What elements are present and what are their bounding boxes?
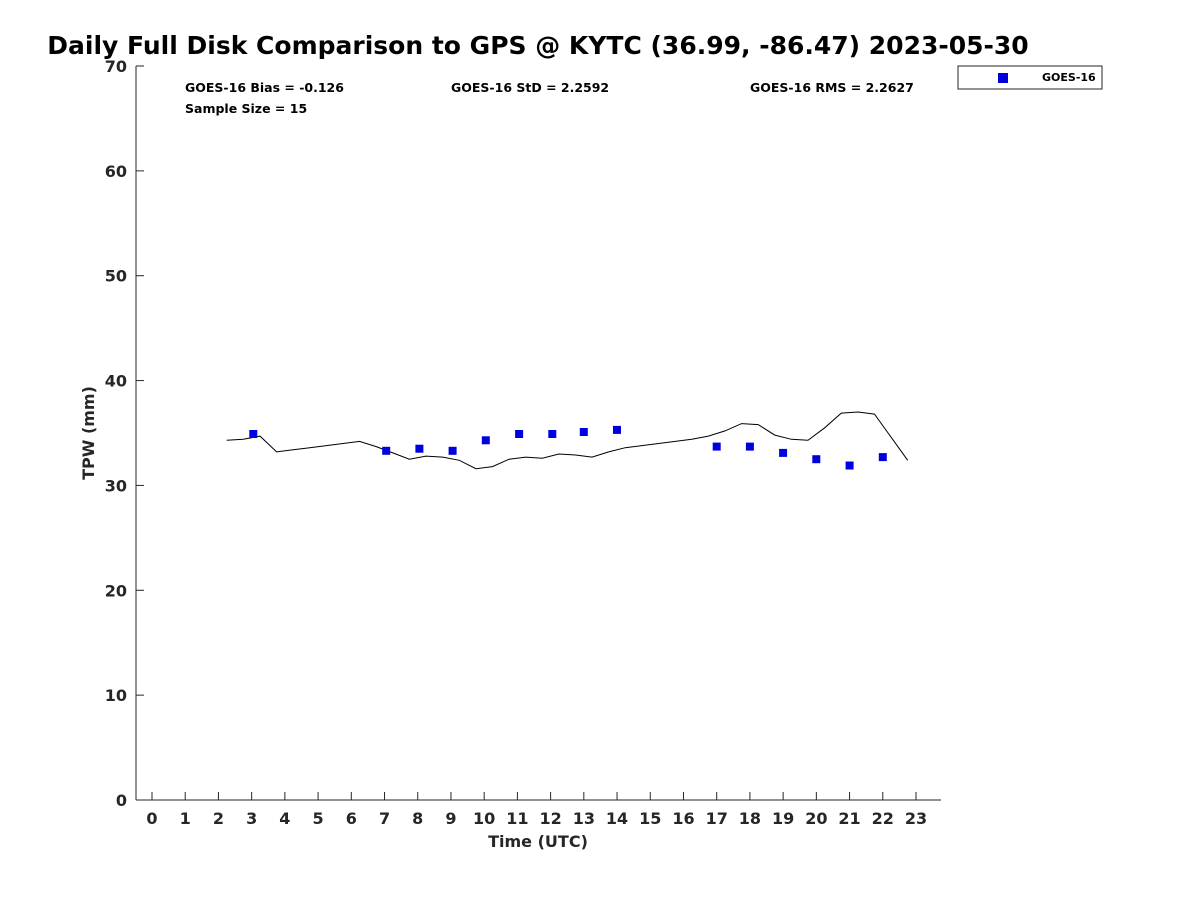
goes-points bbox=[249, 425, 887, 470]
y-tick-label: 50 bbox=[105, 267, 127, 286]
x-tick-label: 13 bbox=[573, 809, 595, 828]
x-tick-label: 20 bbox=[805, 809, 827, 828]
gps-line-group bbox=[226, 411, 909, 470]
x-tick-label: 5 bbox=[313, 809, 324, 828]
x-tick-label: 16 bbox=[672, 809, 694, 828]
y-tick-label: 70 bbox=[105, 57, 127, 76]
x-tick-label: 19 bbox=[772, 809, 794, 828]
x-tick-label: 21 bbox=[838, 809, 860, 828]
x-tick-label: 6 bbox=[346, 809, 357, 828]
y-tick-label: 10 bbox=[105, 686, 127, 705]
goes-16-point bbox=[579, 428, 588, 436]
x-tick-label: 22 bbox=[872, 809, 894, 828]
gps-line bbox=[226, 411, 909, 470]
x-tick-label: 9 bbox=[445, 809, 456, 828]
x-tick-label: 12 bbox=[539, 809, 561, 828]
chart-title: Daily Full Disk Comparison to GPS @ KYTC… bbox=[47, 31, 1028, 60]
stat-bias: GOES-16 Bias = -0.126 bbox=[185, 80, 344, 95]
x-tick-label: 2 bbox=[213, 809, 224, 828]
x-tick-label: 0 bbox=[146, 809, 157, 828]
goes-16-point bbox=[515, 430, 524, 438]
x-tick-label: 15 bbox=[639, 809, 661, 828]
x-tick-label: 1 bbox=[180, 809, 191, 828]
x-axis-label: Time (UTC) bbox=[488, 832, 588, 851]
goes-16-point bbox=[812, 455, 821, 464]
x-tick-label: 18 bbox=[739, 809, 761, 828]
goes-16-point bbox=[845, 461, 854, 470]
x-tick-label: 23 bbox=[905, 809, 927, 828]
x-tick-label: 17 bbox=[706, 809, 728, 828]
goes-16-point bbox=[481, 436, 490, 445]
x-tick-label: 3 bbox=[246, 809, 257, 828]
goes-16-point bbox=[548, 430, 557, 438]
goes-16-point bbox=[448, 446, 457, 455]
y-tick-label: 60 bbox=[105, 162, 127, 181]
goes-16-point bbox=[878, 453, 887, 462]
y-tick-label: 0 bbox=[116, 791, 127, 810]
stat-sample-size: Sample Size = 15 bbox=[185, 101, 307, 116]
goes-16-point bbox=[745, 442, 754, 451]
x-tick-label: 14 bbox=[606, 809, 628, 828]
goes-16-point bbox=[382, 446, 391, 455]
goes-16-point bbox=[415, 444, 424, 453]
x-tick-label: 11 bbox=[506, 809, 528, 828]
x-ticks: 0 1 2 3 4 5 6 7 8 9 10 11 12 13 14 15 16 17 18 19 20 21 22 23 bbox=[146, 792, 927, 828]
stat-rms: GOES-16 RMS = 2.2627 bbox=[750, 80, 914, 95]
legend-marker bbox=[998, 73, 1008, 83]
y-axis-label: TPW (mm) bbox=[79, 386, 98, 480]
x-tick-label: 7 bbox=[379, 809, 390, 828]
goes-16-point bbox=[613, 425, 621, 434]
x-tick-label: 10 bbox=[473, 809, 495, 828]
y-ticks: 0 10 20 30 40 50 60 70 bbox=[105, 57, 144, 810]
y-tick-label: 40 bbox=[105, 372, 127, 391]
legend: GOES-16 bbox=[957, 65, 1103, 90]
goes-16-point bbox=[712, 442, 721, 451]
legend-label: GOES-16 bbox=[1042, 71, 1096, 84]
goes-16-point bbox=[779, 448, 788, 457]
legend-box bbox=[957, 65, 1103, 90]
x-tick-label: 4 bbox=[279, 809, 290, 828]
y-tick-label: 20 bbox=[105, 581, 127, 600]
x-tick-label: 8 bbox=[412, 809, 423, 828]
goes-16-point bbox=[249, 430, 258, 438]
stat-std: GOES-16 StD = 2.2592 bbox=[451, 80, 609, 95]
y-tick-label: 30 bbox=[105, 476, 127, 495]
